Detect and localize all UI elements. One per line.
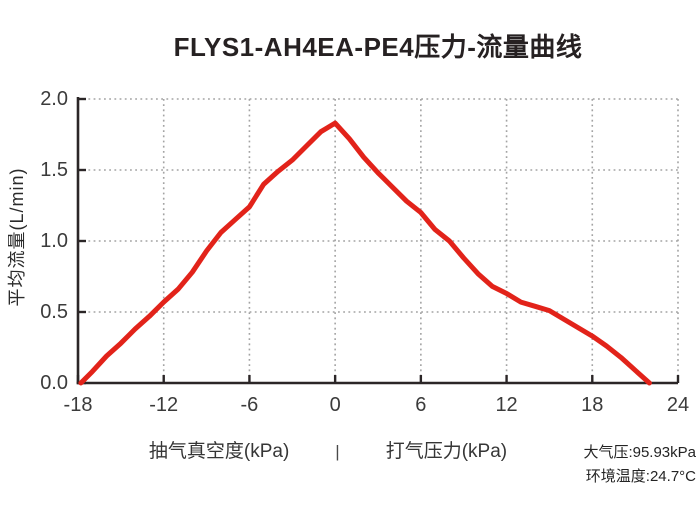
chart-title: FLYS1-AH4EA-PE4压力-流量曲线 xyxy=(173,32,583,62)
x-axis-label-vacuum: 抽气真空度(kPa) xyxy=(148,441,290,462)
x-tick-label: -6 xyxy=(240,394,259,416)
y-axis-title: 平均流量(L/min) xyxy=(7,167,27,307)
x-axis-label-pressure: 打气压力(kPa) xyxy=(385,441,508,462)
ambient-temperature-text: 环境温度:24.7°C xyxy=(585,468,696,485)
x-axis-labels: 抽气真空度(kPa) | 打气压力(kPa) xyxy=(78,436,578,463)
flow-curve xyxy=(78,120,652,386)
y-tick-label: 0.0 xyxy=(40,372,68,394)
x-axis-label-separator: | xyxy=(335,442,340,461)
x-tick-label: 18 xyxy=(581,394,604,416)
x-tick-label: -18 xyxy=(63,394,93,416)
y-tick-label: 2.0 xyxy=(40,88,68,110)
y-tick-label: 0.5 xyxy=(40,301,68,323)
atmospheric-pressure-text: 大气压:95.93kPa xyxy=(583,444,696,461)
x-tick-label: 12 xyxy=(495,394,518,416)
environment-info: 大气压:95.93kPa 环境温度:24.7°C xyxy=(583,441,696,489)
x-tick-label: -12 xyxy=(149,394,179,416)
x-tick-label: 6 xyxy=(415,394,427,416)
x-tick-label: 24 xyxy=(666,394,690,416)
x-tick-label: 0 xyxy=(329,394,341,416)
y-tick-label: 1.0 xyxy=(40,230,68,252)
y-tick-label: 1.5 xyxy=(40,159,68,181)
